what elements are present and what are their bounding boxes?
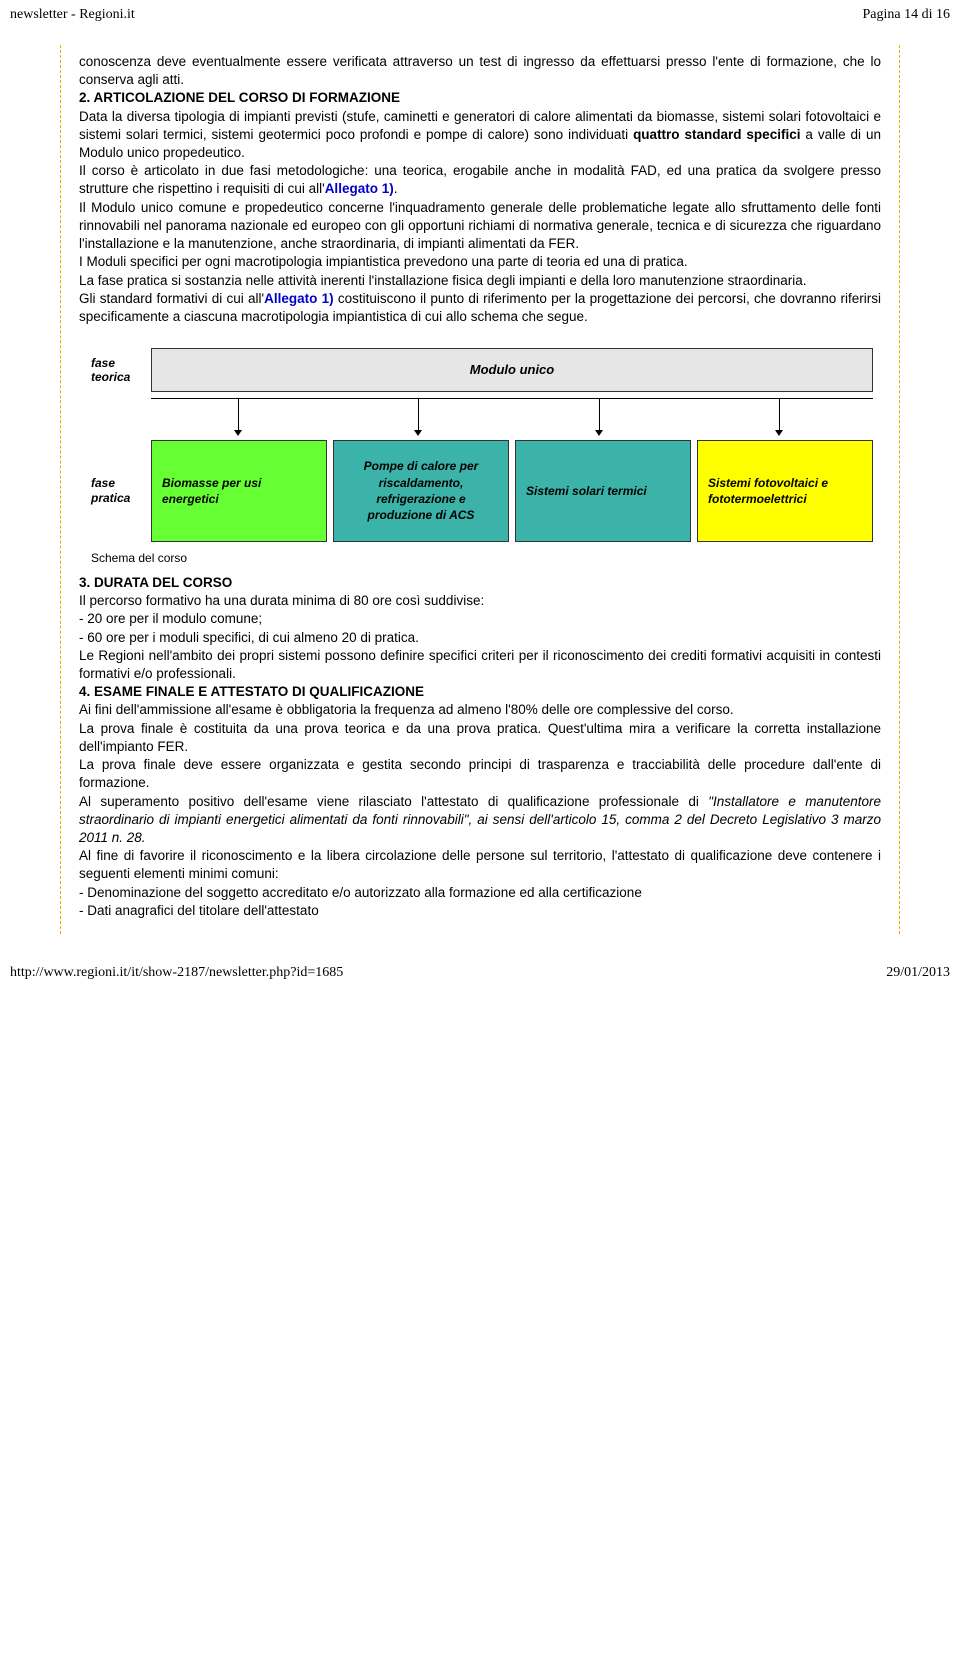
paragraph: conoscenza deve eventualmente essere ver… <box>79 53 881 89</box>
modulo-unico-box: Modulo unico <box>151 348 873 392</box>
paragraph: 3. DURATA DEL CORSO <box>79 574 881 592</box>
paragraph: La prova finale deve essere organizzata … <box>79 756 881 792</box>
footer-url: http://www.regioni.it/it/show-2187/newsl… <box>10 964 343 983</box>
paragraph: 4. ESAME FINALE E ATTESTATO DI QUALIFICA… <box>79 683 881 701</box>
diagram-connectors <box>151 398 873 434</box>
row-label-teorica: fase teorica <box>87 348 145 392</box>
paragraph: 2. ARTICOLAZIONE DEL CORSO DI FORMAZIONE <box>79 89 881 107</box>
link-allegato-1b[interactable]: Allegato 1) <box>264 291 334 306</box>
connector-vline <box>238 398 239 434</box>
connector-vline <box>418 398 419 434</box>
list-item: - 60 ore per i moduli specifici, di cui … <box>79 629 881 647</box>
article-box: conoscenza deve eventualmente essere ver… <box>60 45 900 934</box>
module-box: Sistemi fotovoltaici e fototermoelettric… <box>697 440 873 542</box>
arrowhead-icon <box>775 430 783 436</box>
paragraph: Al fine di favorire il riconoscimento e … <box>79 847 881 883</box>
paragraph: Data la diversa tipologia di impianti pr… <box>79 108 881 163</box>
section-heading-3: 3. DURATA DEL CORSO <box>79 575 232 590</box>
diagram-caption: Schema del corso <box>91 550 873 566</box>
course-diagram: fase teorica Modulo unico fase pratica B… <box>79 340 881 568</box>
list-item: - Dati anagrafici del titolare dell'atte… <box>79 902 881 920</box>
paragraph: Al superamento positivo dell'esame viene… <box>79 793 881 848</box>
paragraph: Il Modulo unico comune e propedeutico co… <box>79 199 881 254</box>
diagram-row-pratica: fase pratica Biomasse per usi energetici… <box>87 440 873 542</box>
paragraph: I Moduli specifici per ogni macrotipolog… <box>79 253 881 271</box>
content-area: conoscenza deve eventualmente essere ver… <box>0 27 960 942</box>
text: Al superamento positivo dell'esame viene… <box>79 794 708 809</box>
text: Il corso è articolato in due fasi metodo… <box>79 163 881 196</box>
footer-date: 29/01/2013 <box>886 964 950 983</box>
diagram-row-teorica: fase teorica Modulo unico <box>87 348 873 392</box>
paragraph: Il percorso formativo ha una durata mini… <box>79 592 881 610</box>
connector-hline <box>151 398 873 399</box>
arrowhead-icon <box>234 430 242 436</box>
row-label-pratica: fase pratica <box>87 440 145 542</box>
connector-vline <box>779 398 780 434</box>
section-heading-4: 4. ESAME FINALE E ATTESTATO DI QUALIFICA… <box>79 684 424 699</box>
page-header: newsletter - Regioni.it Pagina 14 di 16 <box>0 0 960 27</box>
header-left: newsletter - Regioni.it <box>10 6 135 25</box>
arrowhead-icon <box>595 430 603 436</box>
arrowhead-icon <box>414 430 422 436</box>
paragraph: Ai fini dell'ammissione all'esame è obbl… <box>79 701 881 719</box>
list-item: - 20 ore per il modulo comune; <box>79 610 881 628</box>
paragraph: Le Regioni nell'ambito dei propri sistem… <box>79 647 881 683</box>
header-right: Pagina 14 di 16 <box>863 6 951 25</box>
link-allegato-1[interactable]: Allegato 1) <box>325 181 394 196</box>
list-item: - Denominazione del soggetto accreditato… <box>79 884 881 902</box>
text-bold: quattro standard specifici <box>633 127 800 142</box>
section-heading-2: 2. ARTICOLAZIONE DEL CORSO DI FORMAZIONE <box>79 90 400 105</box>
module-box: Biomasse per usi energetici <box>151 440 327 542</box>
paragraph: La prova finale è costituita da una prov… <box>79 720 881 756</box>
module-boxes: Biomasse per usi energeticiPompe di calo… <box>151 440 873 542</box>
paragraph: Gli standard formativi di cui all'Allega… <box>79 290 881 326</box>
page-footer: http://www.regioni.it/it/show-2187/newsl… <box>0 942 960 989</box>
text: Gli standard formativi di cui all' <box>79 291 264 306</box>
module-box: Pompe di calore per riscaldamento, refri… <box>333 440 509 542</box>
text: . <box>394 181 398 196</box>
connector-vline <box>599 398 600 434</box>
paragraph: Il corso è articolato in due fasi metodo… <box>79 162 881 198</box>
paragraph: La fase pratica si sostanzia nelle attiv… <box>79 272 881 290</box>
module-box: Sistemi solari termici <box>515 440 691 542</box>
